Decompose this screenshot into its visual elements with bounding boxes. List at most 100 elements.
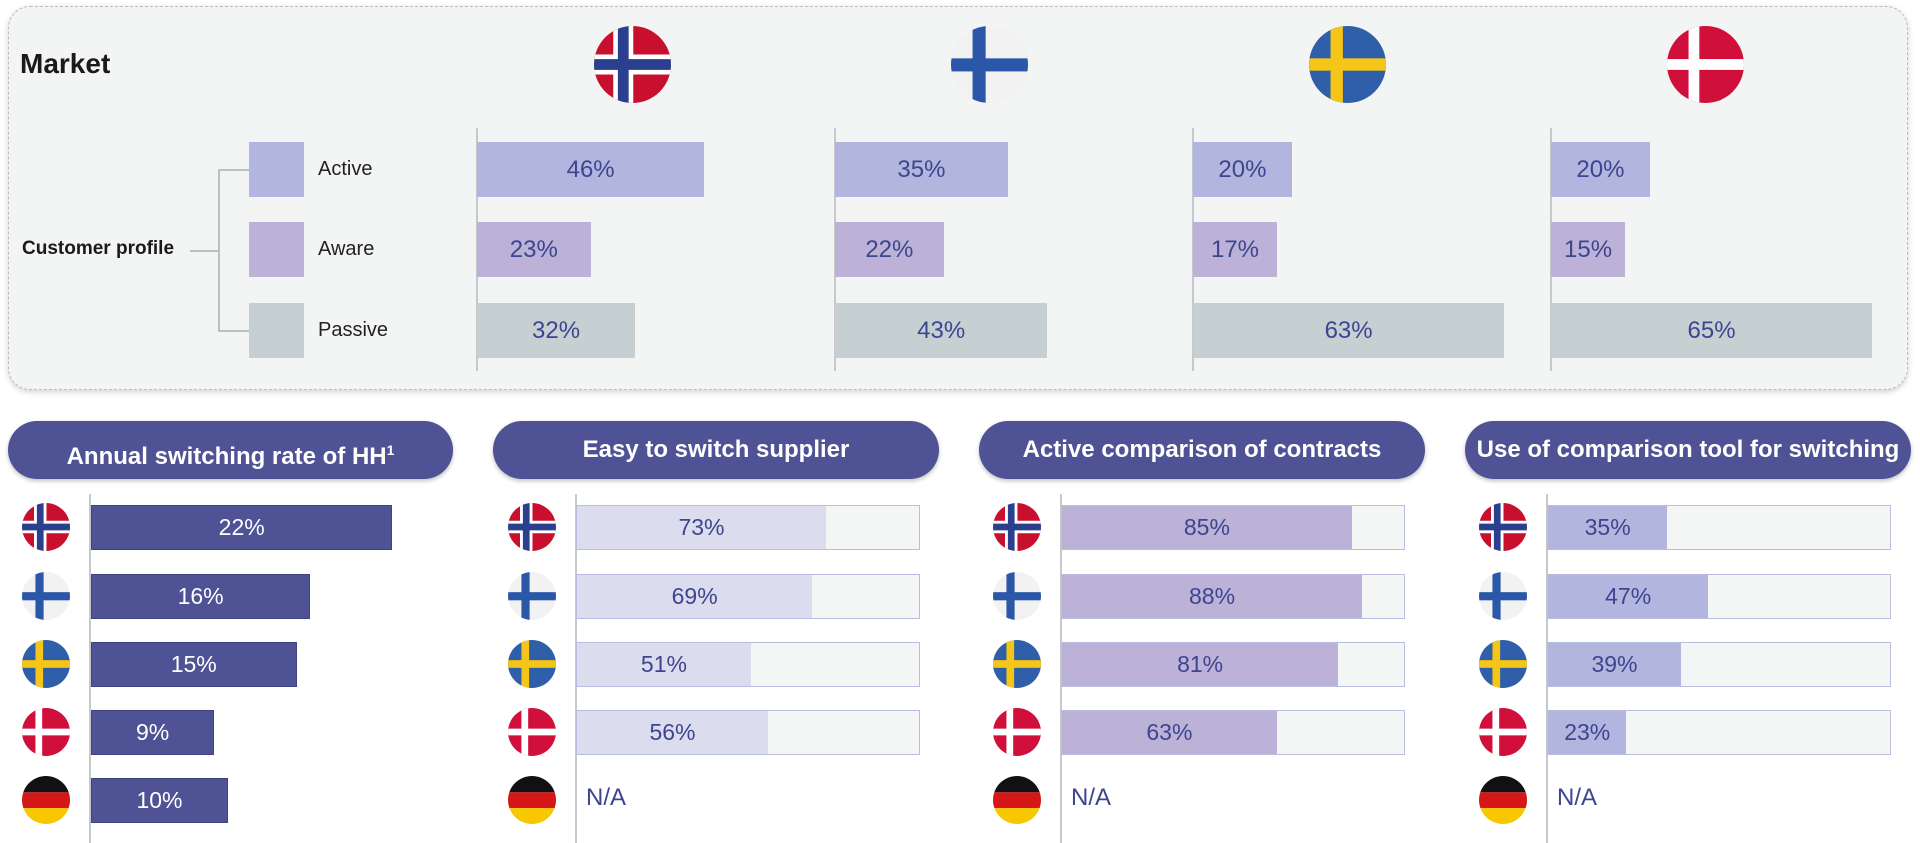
market-axis-0 — [476, 128, 478, 371]
switching-rate-norway-value: 22% — [218, 514, 265, 540]
comparison-tool-sweden-value: 39% — [1591, 651, 1638, 677]
active-comparison-axis — [1060, 494, 1062, 843]
norway-flag-icon — [993, 503, 1041, 551]
active-comparison-finland-value: 88% — [1189, 583, 1236, 609]
denmark-active-bar — [1551, 142, 1650, 197]
switching-rate-sweden-value: 15% — [170, 651, 217, 677]
active-comparison-finland-bar — [1062, 575, 1363, 618]
active-swatch — [249, 142, 304, 197]
comparison-tool-denmark-track: 23% — [1547, 710, 1891, 755]
denmark-aware-value: 15% — [1564, 236, 1613, 263]
switching-rate-germany-value: 10% — [136, 787, 183, 813]
sweden-passive-bar — [1193, 303, 1505, 358]
norway-flag-icon — [1479, 503, 1527, 551]
denmark-flag-icon — [1479, 708, 1527, 756]
comparison-tool-axis — [1546, 494, 1548, 843]
aware-legend-label: Aware — [318, 238, 375, 260]
finland-passive-bar — [835, 303, 1048, 358]
comparison-tool-norway-track: 35% — [1547, 505, 1891, 550]
denmark-flag-icon — [1667, 26, 1744, 103]
switching-rate-denmark-bar: 9% — [91, 710, 215, 755]
market-axis-3 — [1550, 128, 1552, 371]
norway-passive-value: 32% — [532, 317, 581, 344]
switching-rate-sweden-bar: 15% — [91, 642, 297, 687]
switching-rate-finland-bar: 16% — [91, 574, 311, 619]
active-comparison-sweden-value: 81% — [1177, 651, 1224, 677]
comparison-tool-germany-na: N/A — [1557, 784, 1598, 811]
germany-flag-icon — [22, 776, 70, 824]
comparison-tool-pill: Use of comparison tool for switching — [1465, 421, 1911, 479]
easy-switch-germany-na: N/A — [586, 784, 627, 811]
finland-active-value: 35% — [897, 156, 946, 183]
active-comparison-norway-value: 85% — [1183, 514, 1230, 540]
comparison-tool-finland-bar — [1548, 575, 1709, 618]
easy-switch-norway-track: 73% — [576, 505, 920, 550]
norway-flag-icon — [594, 26, 671, 103]
market-axis-2 — [1192, 128, 1194, 371]
easy-switch-finland-track: 69% — [576, 574, 920, 619]
active-comparison-finland-track: 88% — [1061, 574, 1405, 619]
easy-switch-sweden-value: 51% — [640, 651, 687, 677]
easy-switch-sweden-bar — [577, 643, 751, 686]
sweden-flag-icon — [508, 640, 556, 688]
comparison-tool-norway-bar — [1548, 506, 1668, 549]
active-comparison-germany-na: N/A — [1071, 784, 1112, 811]
bracket-top — [218, 169, 250, 171]
sweden-aware-bar — [1193, 222, 1277, 277]
active-comparison-denmark-value: 63% — [1146, 719, 1193, 745]
norway-active-value: 46% — [566, 156, 615, 183]
bracket-stem — [190, 250, 218, 252]
switching-rate-norway-bar: 22% — [91, 505, 393, 550]
norway-flag-icon — [508, 503, 556, 551]
customer-profile-label: Customer profile — [22, 238, 175, 259]
easy-switch-pill: Easy to switch supplier — [493, 421, 939, 479]
active-comparison-norway-track: 85% — [1061, 505, 1405, 550]
finland-flag-icon — [22, 572, 70, 620]
easy-switch-axis — [575, 494, 577, 843]
active-comparison-denmark-bar — [1062, 711, 1277, 754]
switching-rate-axis — [89, 494, 91, 843]
active-legend-label: Active — [318, 158, 373, 180]
active-comparison-norway-bar — [1062, 506, 1352, 549]
easy-switch-sweden-track: 51% — [576, 642, 920, 687]
comparison-tool-denmark-value: 23% — [1564, 719, 1611, 745]
germany-flag-icon — [993, 776, 1041, 824]
easy-switch-finland-bar — [577, 575, 813, 618]
passive-legend-label: Passive — [318, 319, 389, 341]
germany-flag-icon — [1479, 776, 1527, 824]
finland-flag-icon — [1479, 572, 1527, 620]
norway-aware-value: 23% — [509, 236, 558, 263]
finland-active-bar — [835, 142, 1008, 197]
finland-passive-value: 43% — [917, 317, 966, 344]
market-axis-1 — [834, 128, 836, 371]
easy-switch-denmark-value: 56% — [649, 719, 696, 745]
active-comparison-denmark-track: 63% — [1061, 710, 1405, 755]
easy-switch-norway-value: 73% — [678, 514, 725, 540]
comparison-tool-finland-value: 47% — [1605, 583, 1652, 609]
sweden-flag-icon — [1479, 640, 1527, 688]
denmark-flag-icon — [993, 708, 1041, 756]
active-comparison-sweden-bar — [1062, 643, 1339, 686]
sweden-active-bar — [1193, 142, 1292, 197]
sweden-active-value: 20% — [1218, 156, 1267, 183]
easy-switch-finland-value: 69% — [671, 583, 718, 609]
market-title: Market — [20, 48, 111, 79]
denmark-flag-icon — [508, 708, 556, 756]
switching-rate-finland-value: 16% — [177, 583, 224, 609]
sweden-flag-icon — [1309, 26, 1386, 103]
finland-flag-icon — [951, 26, 1028, 103]
aware-swatch — [249, 222, 304, 277]
finland-flag-icon — [508, 572, 556, 620]
sweden-aware-value: 17% — [1210, 236, 1259, 263]
comparison-tool-sweden-bar — [1548, 643, 1681, 686]
passive-swatch — [249, 303, 304, 358]
finland-aware-bar — [835, 222, 944, 277]
switching-rate-pill: Annual switching rate of HH1 — [8, 421, 453, 479]
norway-flag-icon — [22, 503, 70, 551]
footnote-marker: 1 — [386, 442, 395, 458]
bracket-bottom — [218, 330, 250, 332]
active-comparison-title: Active comparison of contracts — [1022, 436, 1382, 463]
bracket-vertical — [218, 169, 220, 331]
norway-active-bar — [477, 142, 705, 197]
easy-switch-denmark-track: 56% — [576, 710, 920, 755]
